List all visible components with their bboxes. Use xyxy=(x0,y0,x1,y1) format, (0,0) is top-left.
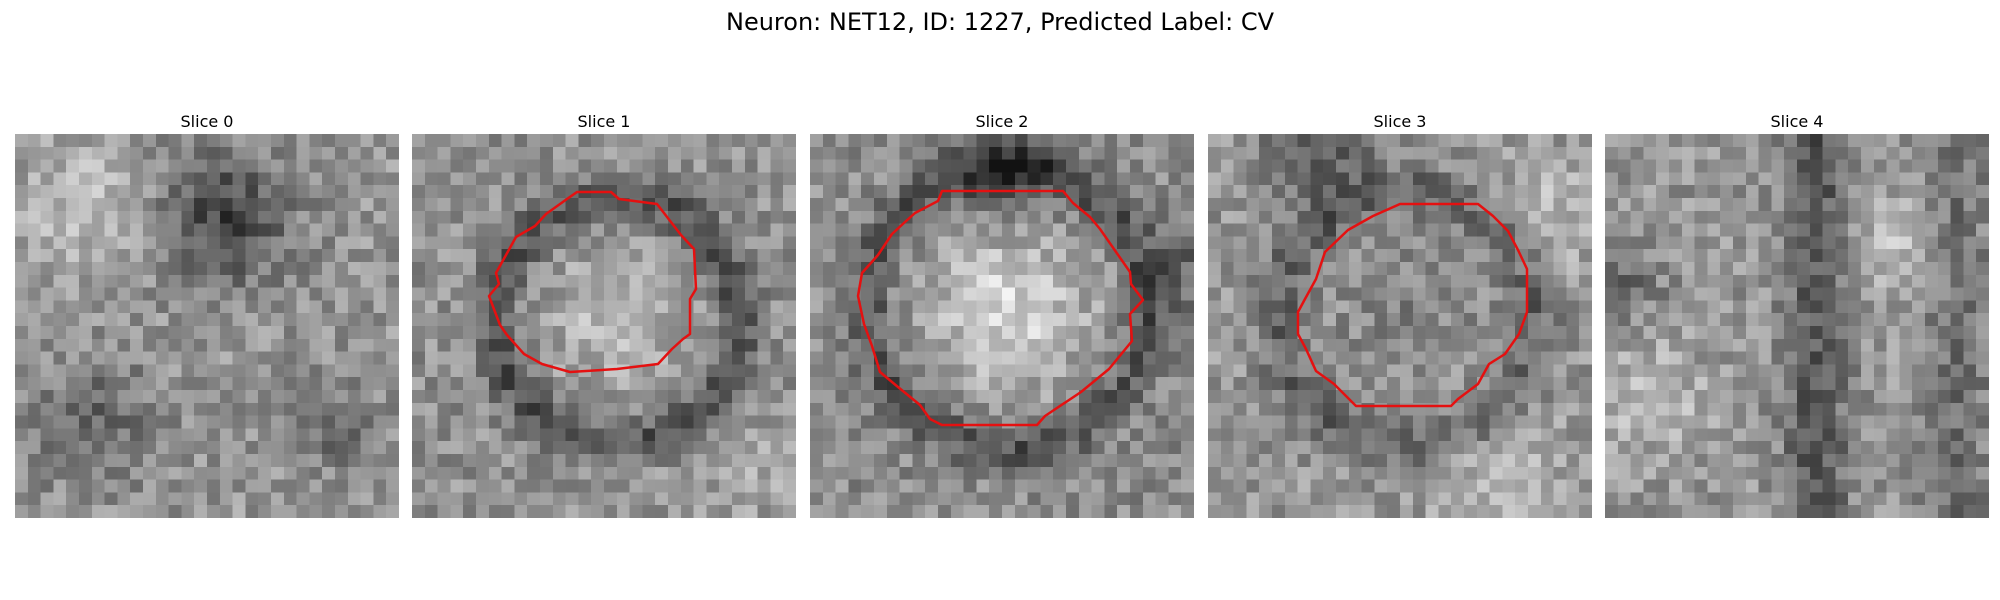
slice-title: Slice 1 xyxy=(577,112,631,131)
slice-title: Slice 4 xyxy=(1770,112,1824,131)
segmentation-outline xyxy=(1296,202,1529,408)
slice-image xyxy=(15,134,399,518)
slice-panel-2: Slice 2 xyxy=(810,110,1194,518)
slice-title: Slice 0 xyxy=(180,112,234,131)
slice-panel-0: Slice 0 xyxy=(15,110,399,518)
slice-title: Slice 3 xyxy=(1373,112,1427,131)
slice-panel-3: Slice 3 xyxy=(1208,110,1592,518)
slice-image xyxy=(412,134,796,518)
slice-image xyxy=(1208,134,1592,518)
slice-title: Slice 2 xyxy=(975,112,1029,131)
slice-image xyxy=(1605,134,1989,518)
segmentation-outline xyxy=(856,189,1145,427)
segmentation-outline xyxy=(487,190,698,374)
slice-panel-4: Slice 4 xyxy=(1605,110,1989,518)
slice-panel-1: Slice 1 xyxy=(412,110,796,518)
figure-title: Neuron: NET12, ID: 1227, Predicted Label… xyxy=(726,8,1274,36)
